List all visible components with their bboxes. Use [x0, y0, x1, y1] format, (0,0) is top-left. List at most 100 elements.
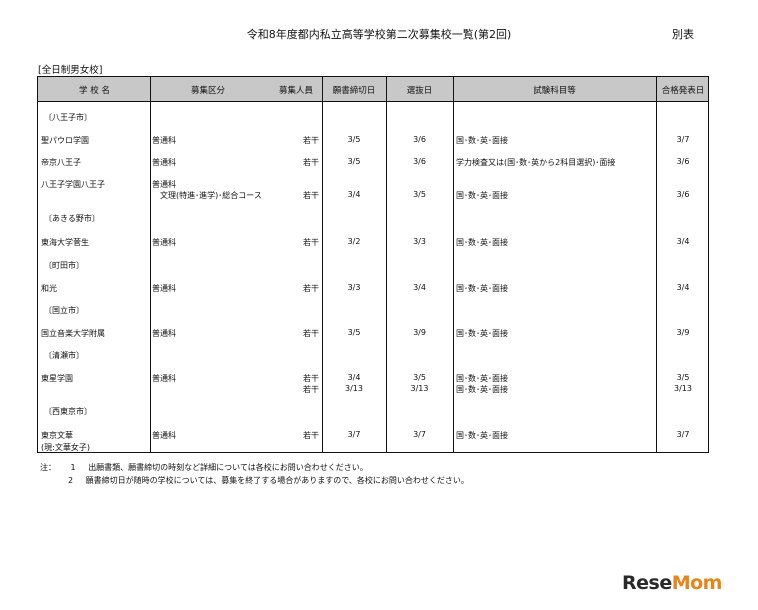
capacity: 若干 — [303, 374, 319, 383]
result-date: 3/9 — [676, 328, 690, 337]
table-row: 聖パウロ学園 普通科 若干 3/5 3/6 国･数･英･面接 3/7 — [38, 135, 708, 147]
table-row: 東海大学菅生 普通科 若干 3/2 3/3 国･数･英･面接 3/4 — [38, 237, 708, 249]
school-name: 国立音楽大学附属 — [41, 329, 105, 338]
result-date: 3/4 — [676, 237, 690, 246]
deadline: 3/4 — [347, 190, 361, 199]
exam-subjects: 国･数･英･面接 — [456, 431, 508, 440]
note-1: 注： 1 出願書類、願書締切の時刻など詳細については各校にお問い合わせください。 — [40, 462, 368, 473]
school-name: 八王子学園八王子 — [41, 180, 105, 189]
division: 普通科 — [152, 158, 176, 167]
header-result: 合格発表日 — [661, 86, 705, 96]
school-name-note: (現:文華女子) — [41, 443, 90, 452]
capacity: 若干 — [303, 329, 319, 338]
column-divider — [322, 77, 323, 452]
school-name: 東星学園 — [41, 374, 73, 383]
exam-subjects: 国･数･英･面接 — [456, 329, 508, 338]
note-number: 1 — [70, 463, 76, 472]
capacity: 若干 — [303, 238, 319, 247]
header-division: 募集区分 — [190, 86, 225, 96]
selection-date: 3/5 — [413, 373, 426, 382]
area-heading-row: 〔清瀬市〕 — [38, 350, 708, 362]
area-name: 〔清瀬市〕 — [44, 351, 84, 360]
deadline: 3/3 — [347, 283, 361, 292]
header-name: 学 校 名 — [79, 86, 110, 96]
area-name: 〔西東京市〕 — [44, 407, 92, 416]
capacity: 若干 — [303, 136, 319, 145]
school-name: 東海大学菅生 — [41, 238, 89, 247]
column-divider — [453, 77, 454, 452]
division: 普通科 — [152, 238, 176, 247]
header-subjects: 試験科目等 — [533, 86, 576, 96]
division-detail: 文理(特進･進学)･総合コース — [160, 191, 262, 200]
header-selection: 選抜日 — [406, 86, 433, 96]
header-capacity: 募集人員 — [278, 86, 313, 96]
table-row: 八王子学園八王子 普通科 文理(特進･進学)･総合コース 若干 3/4 3/5 国･数･英･… — [38, 179, 708, 200]
area-name: 〔あきる野市〕 — [44, 214, 100, 223]
exam-subjects: 国･数･英･面接 — [456, 284, 508, 293]
column-divider — [150, 77, 151, 452]
exam-subjects: 国･数･英･面接 — [456, 136, 508, 145]
exam-subjects: 国･数･英･面接 — [456, 385, 508, 394]
note-2: 2 願書締切日が随時の学校については、募集を終了する場合がありますので、各校にお… — [68, 475, 469, 486]
exam-subjects: 学力検査又は(国･数･英から2科目選択)･面接 — [456, 158, 616, 167]
table-row: 東星学園 普通科 若干 3/4 3/5 国･数･英･面接 3/5 若干 3/13 3/13 国･数･… — [38, 373, 708, 394]
capacity: 若干 — [303, 158, 319, 167]
result-date: 3/7 — [676, 430, 690, 439]
result-date: 3/6 — [676, 157, 690, 166]
table-row: 帝京八王子 普通科 若干 3/5 3/6 学力検査又は(国･数･英から2科目選択)･面接 3… — [38, 157, 708, 169]
capacity: 若干 — [303, 284, 319, 293]
result-date: 3/5 — [676, 373, 690, 382]
table-row: 和光 普通科 若干 3/3 3/4 国･数･英･面接 3/4 — [38, 283, 708, 295]
header-deadline: 願書締切日 — [332, 86, 376, 96]
school-table: 学 校 名 募集区分 募集人員 願書締切日 選抜日 試験科目等 合格発表日 〔八… — [37, 76, 709, 453]
capacity: 若干 — [303, 385, 319, 394]
selection-date: 3/6 — [413, 135, 426, 144]
result-date: 3/7 — [676, 135, 690, 144]
area-heading-row: 〔国立市〕 — [38, 305, 708, 317]
note-text: 願書締切日が随時の学校については、募集を終了する場合がありますので、各校にお問い… — [85, 476, 469, 485]
area-name: 〔八王子市〕 — [44, 113, 92, 122]
table-row: 東京文華 (現:文華女子) 普通科 若干 3/7 3/7 国･数･英･面接 3/7 — [38, 430, 708, 452]
area-heading-row: 〔あきる野市〕 — [38, 213, 708, 225]
exam-subjects: 国･数･英･面接 — [456, 191, 508, 200]
division: 普通科 — [152, 374, 176, 383]
note-label: 注： — [40, 463, 56, 472]
area-heading-row: 〔八王子市〕 — [38, 112, 708, 124]
note-number: 2 — [68, 476, 74, 485]
school-name: 東京文華 — [41, 431, 73, 440]
note-text: 出願書類、願書締切の時刻など詳細については各校にお問い合わせください。 — [88, 463, 368, 472]
result-date: 3/4 — [676, 283, 690, 292]
table-header: 学 校 名 募集区分 募集人員 願書締切日 選抜日 試験科目等 合格発表日 — [38, 77, 708, 102]
document-title: 令和8年度都内私立高等学校第二次募集校一覧(第2回) — [246, 28, 512, 41]
deadline: 3/13 — [345, 384, 363, 393]
school-name: 帝京八王子 — [41, 158, 81, 167]
area-name: 〔町田市〕 — [44, 261, 84, 270]
deadline: 3/7 — [347, 430, 361, 439]
area-name: 〔国立市〕 — [44, 306, 84, 315]
table-row: 国立音楽大学附属 普通科 若干 3/5 3/9 国･数･英･面接 3/9 — [38, 328, 708, 340]
division: 普通科 — [152, 136, 176, 145]
school-name: 聖パウロ学園 — [41, 136, 89, 145]
exam-subjects: 国･数･英･面接 — [456, 374, 508, 383]
deadline: 3/5 — [347, 328, 361, 337]
selection-date: 3/6 — [413, 157, 426, 166]
result-date: 3/13 — [674, 384, 692, 393]
result-date: 3/6 — [676, 190, 690, 199]
selection-date: 3/7 — [413, 430, 426, 439]
deadline: 3/5 — [347, 135, 361, 144]
selection-date: 3/9 — [413, 328, 426, 337]
capacity: 若干 — [303, 191, 319, 200]
deadline: 3/4 — [347, 373, 361, 382]
selection-date: 3/3 — [413, 237, 426, 246]
area-heading-row: 〔町田市〕 — [38, 260, 708, 272]
division: 普通科 — [152, 180, 176, 189]
area-heading-row: 〔西東京市〕 — [38, 406, 708, 418]
exam-subjects: 国･数･英･面接 — [456, 238, 508, 247]
column-divider — [386, 77, 387, 452]
deadline: 3/2 — [347, 237, 361, 246]
selection-date: 3/4 — [413, 283, 426, 292]
division: 普通科 — [152, 284, 176, 293]
division: 普通科 — [152, 431, 176, 440]
column-divider — [656, 77, 657, 452]
